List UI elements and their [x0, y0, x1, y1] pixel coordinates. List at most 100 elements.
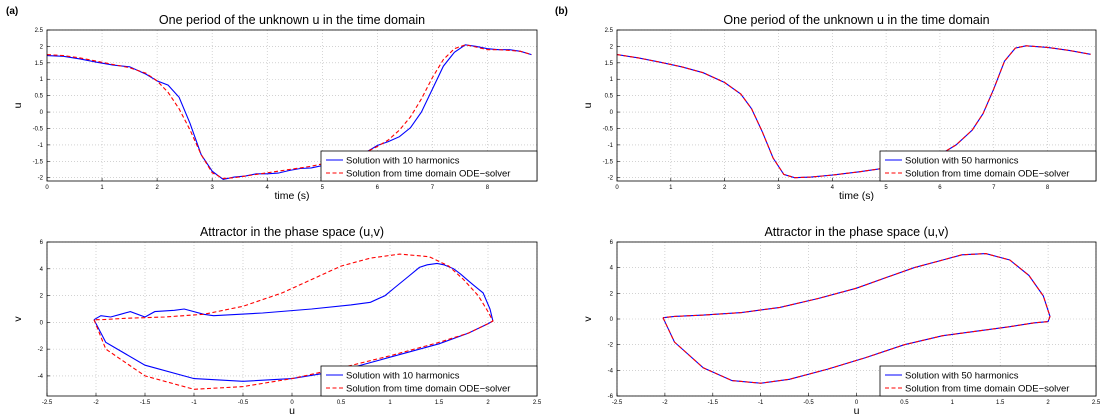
x-tick-label: 0 — [855, 400, 859, 406]
y-axis-label: u — [582, 102, 594, 108]
chart-a_top: 0 1 2 3 4 5 6 7 8 -2 -1.5 -1 -0.5 0 0.5 1 1.5 2 2.5 One per… — [12, 13, 538, 202]
y-tick-label: 6 — [610, 240, 614, 246]
panel-label-b: (b) — [555, 6, 568, 17]
x-tick-label: 2 — [155, 185, 159, 191]
x-tick-label: -1 — [758, 400, 764, 406]
y-tick-label: -6 — [608, 394, 614, 400]
x-tick-label: -2.5 — [42, 400, 53, 406]
y-tick-label: 4 — [610, 266, 614, 272]
x-tick-label: 0 — [45, 185, 49, 191]
y-tick-label: 4 — [40, 267, 44, 273]
y-tick-label: 0 — [40, 320, 44, 326]
y-tick-label: -0.5 — [603, 126, 614, 132]
x-axis-label: time (s) — [275, 190, 310, 202]
y-tick-label: 0 — [610, 110, 614, 116]
x-tick-label: 4 — [831, 185, 835, 191]
x-tick-label: 3 — [210, 185, 214, 191]
legend-label-1: Solution from time domain ODE−solver — [905, 384, 1069, 395]
chart-title: One period of the unknown u in the time … — [159, 13, 425, 27]
legend-box — [320, 365, 538, 397]
legend-label-0: Solution with 10 harmonics — [346, 371, 460, 382]
legend-label-1: Solution from time domain ODE−solver — [905, 169, 1069, 180]
x-tick-label: 0 — [615, 185, 619, 191]
series-line-1 — [617, 45, 1091, 179]
chart-a_bottom: -2.5 -2 -1.5 -1 -0.5 0 0.5 1 1.5 2 2.5 -4 -2 0 2 4 6 Attr… — [12, 225, 542, 415]
y-tick-label: 1.5 — [605, 61, 614, 67]
legend: Solution with 50 harmonics Solution from … — [879, 365, 1097, 397]
y-tick-label: -1.5 — [603, 159, 614, 165]
x-tick-label: -2.5 — [612, 400, 623, 406]
x-tick-label: 6 — [376, 185, 380, 191]
x-tick-label: -0.5 — [238, 400, 249, 406]
x-tick-label: 2 — [486, 400, 490, 406]
x-tick-label: 7 — [431, 185, 435, 191]
x-axis-label: u — [289, 405, 295, 415]
y-axis-label: v — [12, 316, 24, 322]
y-tick-label: -4 — [38, 374, 44, 380]
x-tick-label: 2 — [1046, 400, 1050, 406]
y-tick-label: 2 — [610, 44, 614, 50]
y-tick-label: 2 — [610, 291, 614, 297]
x-tick-label: 1 — [388, 400, 392, 406]
legend: Solution with 10 harmonics Solution from … — [320, 365, 538, 397]
y-tick-label: 2 — [40, 44, 44, 50]
legend-label-1: Solution from time domain ODE−solver — [346, 384, 510, 395]
y-tick-label: 1.5 — [35, 61, 44, 67]
x-tick-label: 2 — [723, 185, 727, 191]
y-tick-label: 0 — [40, 110, 44, 116]
legend-label-1: Solution from time domain ODE−solver — [346, 169, 510, 180]
y-tick-label: 0.5 — [605, 94, 614, 100]
x-tick-label: 6 — [938, 185, 942, 191]
x-tick-label: 2.5 — [533, 400, 542, 406]
legend-box — [879, 365, 1097, 397]
axes-frame — [616, 29, 1097, 182]
axes-frame — [46, 241, 538, 397]
y-tick-label: -1.5 — [33, 159, 44, 165]
x-tick-label: 8 — [1046, 185, 1050, 191]
y-tick-label: 2.5 — [35, 28, 44, 34]
series-line-0 — [93, 262, 494, 382]
axes-frame — [46, 29, 538, 182]
y-tick-label: 1 — [40, 77, 44, 83]
x-tick-label: 0 — [290, 400, 294, 406]
y-tick-label: -1 — [38, 143, 44, 149]
legend: Solution with 50 harmonics Solution from … — [879, 150, 1097, 182]
chart-title: One period of the unknown u in the time … — [723, 13, 989, 27]
x-tick-label: -1 — [191, 400, 197, 406]
y-tick-label: 0.5 — [35, 94, 44, 100]
y-tick-label: -0.5 — [33, 126, 44, 132]
x-tick-label: 0.5 — [900, 400, 909, 406]
chart-b_top: 0 1 2 3 4 5 6 7 8 -2 -1.5 -1 -0.5 0 0.5 1 1.5 2 2.5 One per… — [582, 13, 1097, 202]
x-tick-label: 1.5 — [435, 400, 444, 406]
legend-label-0: Solution with 10 harmonics — [346, 156, 460, 167]
chart-title: Attractor in the phase space (u,v) — [764, 225, 948, 239]
y-tick-label: -4 — [608, 368, 614, 374]
x-tick-label: 5 — [321, 185, 325, 191]
y-axis-label: v — [582, 316, 594, 322]
chart-title: Attractor in the phase space (u,v) — [200, 225, 384, 239]
legend: Solution with 10 harmonics Solution from … — [320, 150, 538, 182]
axes-frame — [616, 241, 1097, 397]
legend-label-0: Solution with 50 harmonics — [905, 156, 1019, 167]
y-tick-label: 2.5 — [605, 28, 614, 34]
y-tick-label: -1 — [608, 143, 614, 149]
x-tick-label: -2 — [662, 400, 668, 406]
x-axis-label: u — [854, 405, 860, 415]
x-tick-label: 1 — [669, 185, 673, 191]
x-tick-label: -1.5 — [708, 400, 719, 406]
x-tick-label: -2 — [93, 400, 99, 406]
legend-box — [879, 150, 1097, 182]
legend-label-0: Solution with 50 harmonics — [905, 371, 1019, 382]
x-tick-label: -0.5 — [803, 400, 814, 406]
x-tick-label: -1.5 — [140, 400, 151, 406]
x-tick-label: 1 — [100, 185, 104, 191]
y-tick-label: 2 — [40, 294, 44, 300]
x-tick-label: 4 — [266, 185, 270, 191]
x-tick-label: 0.5 — [337, 400, 346, 406]
series-line-1 — [93, 253, 494, 390]
y-tick-label: 0 — [610, 317, 614, 323]
y-tick-label: -2 — [38, 347, 44, 353]
x-axis-label: time (s) — [839, 190, 874, 202]
series-line-1 — [47, 44, 532, 179]
